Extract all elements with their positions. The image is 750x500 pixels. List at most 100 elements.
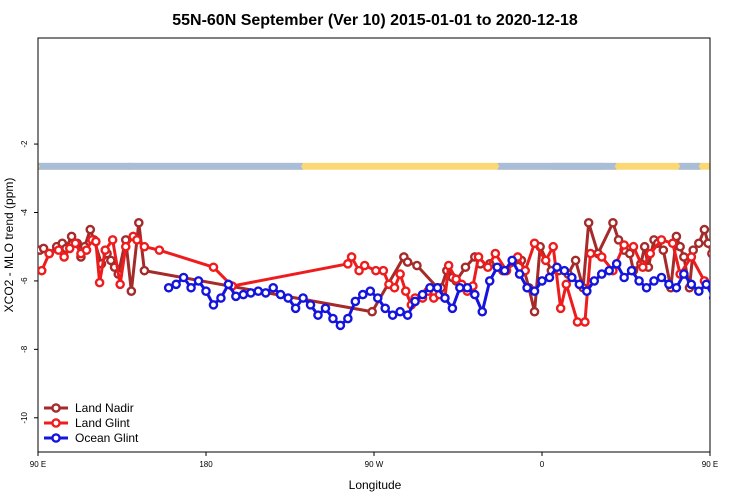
data-point — [70, 238, 81, 249]
data-point — [583, 217, 594, 228]
data-point — [260, 288, 271, 298]
data-point — [462, 282, 473, 293]
data-point — [626, 265, 637, 276]
data-point — [537, 276, 547, 286]
data-point — [574, 279, 585, 290]
data-point — [238, 289, 249, 300]
x-tick-label: 90 W — [365, 460, 384, 469]
data-point — [59, 252, 69, 262]
data-point — [699, 224, 710, 235]
data-point — [132, 235, 142, 245]
strip-ocean — [38, 162, 132, 170]
legend-marker — [51, 418, 61, 428]
data-point — [328, 313, 338, 324]
data-point — [559, 265, 570, 276]
data-point — [378, 265, 389, 276]
data-point — [139, 241, 150, 252]
data-point — [425, 282, 435, 293]
data-point — [178, 272, 189, 283]
data-point — [589, 276, 600, 286]
data-point — [611, 259, 622, 269]
data-point — [275, 289, 286, 300]
data-point — [679, 269, 689, 279]
data-point — [432, 282, 443, 293]
data-point — [708, 295, 710, 302]
data-point — [402, 257, 413, 267]
data-point — [686, 279, 697, 290]
data-point — [667, 238, 678, 249]
chart-title: 55N-60N September (Ver 10) 2015-01-01 to… — [172, 12, 578, 29]
data-point — [596, 269, 607, 279]
data-point — [443, 260, 454, 271]
data-point — [507, 255, 517, 266]
data-point — [613, 235, 624, 245]
x-tick-label: 90 E — [30, 460, 46, 469]
x-axis-label: Longitude — [349, 478, 402, 492]
data-point — [634, 276, 644, 286]
y-tick-label: -10 — [20, 411, 29, 423]
data-point — [193, 276, 204, 286]
data-point — [395, 269, 405, 279]
data-point — [656, 272, 667, 283]
y-axis: -2 -4 -6 -8 -10 — [20, 140, 38, 424]
data-point — [372, 293, 383, 303]
data-point — [402, 310, 413, 320]
strip-land — [38, 162, 710, 170]
data-point — [703, 238, 710, 249]
data-point — [619, 240, 629, 250]
strip-ocean — [678, 162, 701, 170]
data-point — [201, 286, 211, 296]
legend-marker — [51, 403, 61, 413]
legend-marker — [51, 433, 61, 443]
series-ocean-glint — [163, 255, 710, 331]
data-point — [81, 245, 92, 255]
data-point — [120, 241, 131, 252]
data-point — [365, 286, 376, 296]
data-point — [671, 282, 682, 293]
data-point — [484, 276, 495, 286]
data-point — [638, 262, 648, 273]
data-point — [658, 245, 669, 255]
data-point — [701, 279, 710, 290]
data-point — [343, 313, 353, 324]
data-point — [371, 265, 381, 276]
data-point — [64, 243, 75, 254]
data-point — [649, 276, 659, 286]
data-point — [343, 259, 353, 269]
data-point — [290, 303, 301, 314]
data-point — [628, 241, 639, 252]
data-point — [585, 248, 596, 259]
data-point — [694, 286, 704, 296]
data-point — [675, 241, 685, 252]
data-point — [38, 265, 47, 276]
data-point — [387, 310, 398, 320]
data-point — [490, 248, 501, 259]
data-point — [492, 262, 503, 273]
data-point — [522, 282, 532, 293]
y-tick-label: -8 — [20, 345, 29, 353]
data-point — [380, 303, 391, 314]
data-point — [85, 224, 96, 235]
data-point — [477, 306, 488, 317]
x-tick-label: 180 — [199, 460, 213, 469]
data-point — [417, 289, 428, 300]
plot-frame — [37, 37, 711, 453]
data-point — [395, 306, 405, 317]
data-point — [305, 300, 316, 310]
data-point — [664, 279, 674, 290]
data-point — [163, 282, 174, 293]
data-point — [216, 293, 226, 303]
data-point — [529, 286, 540, 296]
data-point — [540, 255, 551, 266]
data-point — [268, 282, 279, 293]
land-ocean-strip — [38, 162, 710, 170]
data-point — [357, 289, 368, 300]
data-point — [567, 272, 577, 283]
legend-label: Ocean Glint — [75, 431, 139, 445]
x-axis: 90 E 180 90 W 0 90 E — [30, 452, 718, 469]
data-point — [231, 291, 241, 302]
data-point — [499, 265, 510, 276]
data-point — [460, 262, 471, 273]
strip-ocean — [551, 162, 604, 170]
data-point — [412, 260, 422, 271]
